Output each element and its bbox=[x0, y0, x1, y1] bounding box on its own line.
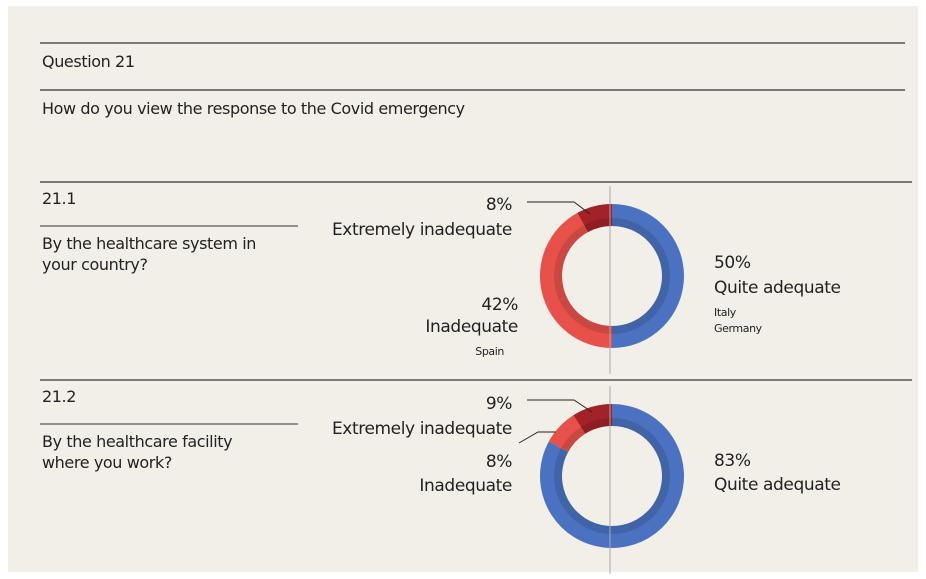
leader-line bbox=[527, 399, 593, 413]
category-note: Italy bbox=[714, 306, 737, 319]
value-label: 83% bbox=[714, 451, 751, 471]
value-label: 50% bbox=[714, 253, 751, 273]
donut-shade bbox=[553, 225, 612, 334]
chart-subtitle: By the healthcare facility where you wor… bbox=[42, 432, 233, 472]
value-label: 42% bbox=[481, 295, 518, 315]
donut-slice bbox=[548, 415, 586, 452]
category-label: Quite adequate bbox=[714, 475, 841, 495]
donut-shade bbox=[580, 418, 612, 434]
category-note: Spain bbox=[475, 345, 504, 358]
value-label: 8% bbox=[486, 452, 512, 472]
question-text: How do you view the response to the Covi… bbox=[42, 99, 465, 118]
leader-line bbox=[518, 431, 556, 444]
chart-title: 21.2 bbox=[42, 387, 76, 406]
donut-shade bbox=[584, 218, 612, 233]
category-label: Extremely inadequate bbox=[332, 419, 512, 439]
category-label: Extremely inadequate bbox=[332, 220, 512, 240]
category-note: Germany bbox=[714, 322, 763, 335]
chart-subtitle: By the healthcare system in your country… bbox=[42, 234, 256, 274]
donut-slice bbox=[612, 204, 684, 348]
leader-line bbox=[527, 201, 591, 215]
category-label: Inadequate bbox=[425, 317, 518, 337]
category-label: Inadequate bbox=[419, 476, 512, 496]
question-number: Question 21 bbox=[42, 52, 135, 71]
category-label: Quite adequate bbox=[714, 278, 841, 298]
value-label: 8% bbox=[486, 195, 512, 215]
donut-shade bbox=[612, 218, 670, 334]
value-label: 9% bbox=[486, 394, 512, 414]
chart-title: 21.1 bbox=[42, 189, 76, 208]
donut-slice bbox=[540, 212, 612, 348]
donut-slice bbox=[573, 404, 612, 434]
panel bbox=[8, 6, 918, 572]
donut-shade bbox=[561, 427, 586, 452]
donut-slice bbox=[540, 404, 684, 549]
